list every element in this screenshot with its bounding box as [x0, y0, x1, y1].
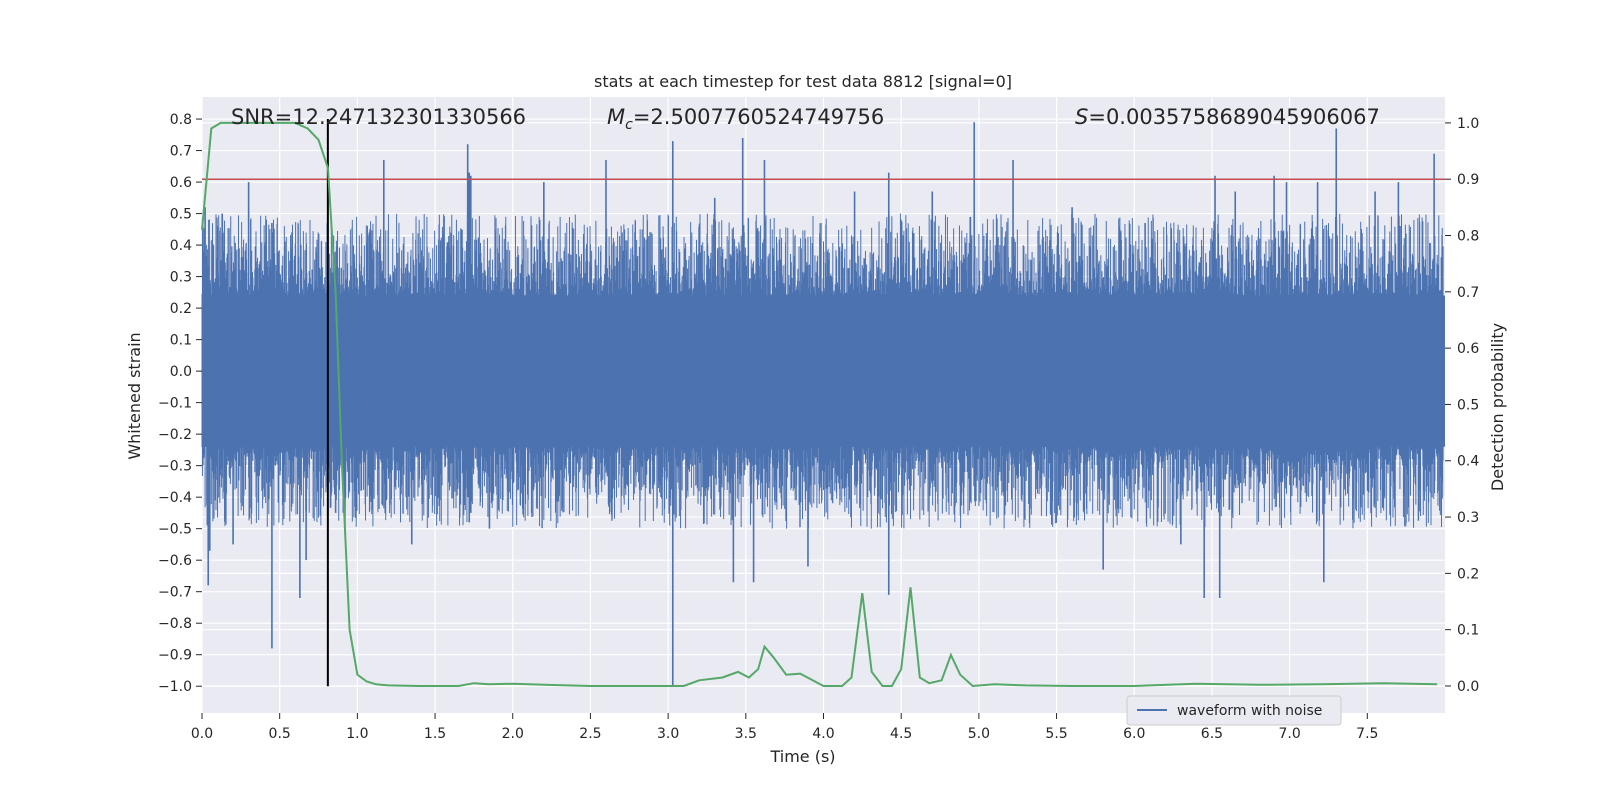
x-tick-label: 5.5: [1045, 726, 1067, 742]
y-tick-label: −0.3: [158, 459, 192, 475]
legend-box: [1126, 695, 1342, 726]
snr-annotation: SNR=12.247132301330566: [231, 105, 526, 129]
y-tick-label: −0.4: [158, 490, 192, 506]
s-annotation: S=0.0035758689045906067: [1075, 105, 1380, 129]
x-tick-label: 4.0: [812, 726, 834, 742]
x-tick-label: 6.0: [1123, 726, 1145, 742]
y-tick-label: 0.5: [170, 207, 192, 223]
x-axis-ticks: 0.0 0.5 1.0 1.5 2.0 2.5 3.0 3.5 4.0 4.5 5.0 5.5 6.0 6…: [191, 713, 1378, 742]
x-tick-label: 7.0: [1278, 726, 1300, 742]
y-tick-label: 0.4: [170, 238, 192, 254]
y-tick-label: 0.6: [170, 175, 192, 191]
x-tick-label: 2.0: [502, 726, 524, 742]
x-tick-label: 6.5: [1201, 726, 1223, 742]
y-tick-label: 0.0: [170, 364, 192, 380]
y-tick-label: 0.8: [170, 112, 192, 128]
y2-axis-label: Detection probability: [1488, 323, 1507, 491]
y-tick-label: 0.3: [170, 270, 192, 286]
x-tick-label: 1.5: [424, 726, 446, 742]
y-tick-label: −0.1: [158, 396, 192, 412]
legend-label: waveform with noise: [1177, 703, 1322, 719]
y-tick-label: 0.1: [170, 333, 192, 349]
y-tick-label: −0.2: [158, 427, 192, 443]
y2-tick-label: 0.5: [1457, 397, 1479, 413]
x-axis-label: Time (s): [769, 747, 835, 766]
y2-tick-label: 0.6: [1457, 341, 1479, 357]
s-value: =0.0035758689045906067: [1088, 105, 1380, 129]
y2-tick-label: 0.1: [1457, 623, 1479, 639]
y-tick-label: 0.2: [170, 301, 192, 317]
y-tick-label: −0.5: [158, 522, 192, 538]
x-tick-label: 2.5: [579, 726, 601, 742]
y-tick-label: −0.9: [158, 648, 192, 664]
legend: waveform with noise: [1126, 695, 1342, 726]
y-tick-label: −1.0: [158, 679, 192, 695]
x-tick-label: 3.5: [735, 726, 757, 742]
y-tick-label: −0.7: [158, 585, 192, 601]
x-tick-label: 5.0: [968, 726, 990, 742]
y2-tick-label: 0.7: [1457, 285, 1479, 301]
y2-tick-label: 0.4: [1457, 454, 1479, 470]
y2-tick-label: 0.8: [1457, 229, 1479, 245]
x-tick-label: 4.5: [890, 726, 912, 742]
chirp-mass-value: =2.5007760524749756: [633, 105, 884, 129]
x-tick-label: 0.5: [269, 726, 291, 742]
chirp-mass-annotation: Mc=2.5007760524749756: [607, 105, 884, 133]
waveform-core: [202, 295, 1445, 447]
x-tick-label: 0.0: [191, 726, 213, 742]
y2-tick-label: 1.0: [1457, 116, 1479, 132]
waveform-series: [201, 122, 1445, 687]
y2-axis-ticks: 1.0 0.9 0.8 0.7 0.6 0.5 0.4 0.3 0.2 0.1 0.0: [1445, 116, 1479, 695]
s-symbol: S: [1075, 105, 1088, 129]
y2-tick-label: 0.9: [1457, 172, 1479, 188]
y2-tick-label: 0.2: [1457, 566, 1479, 582]
y-tick-label: −0.6: [158, 553, 192, 569]
y-axis-ticks: 0.8 0.7 0.6 0.5 0.4 0.3 0.2 0.1 0.0 −0.1 −0.2 −0.3 −…: [158, 112, 202, 695]
x-tick-label: 3.0: [657, 726, 679, 742]
chart-title: stats at each timestep for test data 881…: [594, 72, 1012, 91]
chirp-mass-subscript: c: [625, 117, 633, 133]
y2-tick-label: 0.0: [1457, 679, 1479, 695]
y-tick-label: 0.7: [170, 144, 192, 160]
detection-probability-line: [201, 121, 1438, 688]
y2-tick-label: 0.3: [1457, 510, 1479, 526]
y-tick-label: −0.8: [158, 616, 192, 632]
chirp-mass-symbol: M: [607, 105, 625, 129]
y-axis-label: Whitened strain: [125, 332, 144, 459]
x-tick-label: 1.0: [346, 726, 368, 742]
x-tick-label: 7.5: [1356, 726, 1378, 742]
